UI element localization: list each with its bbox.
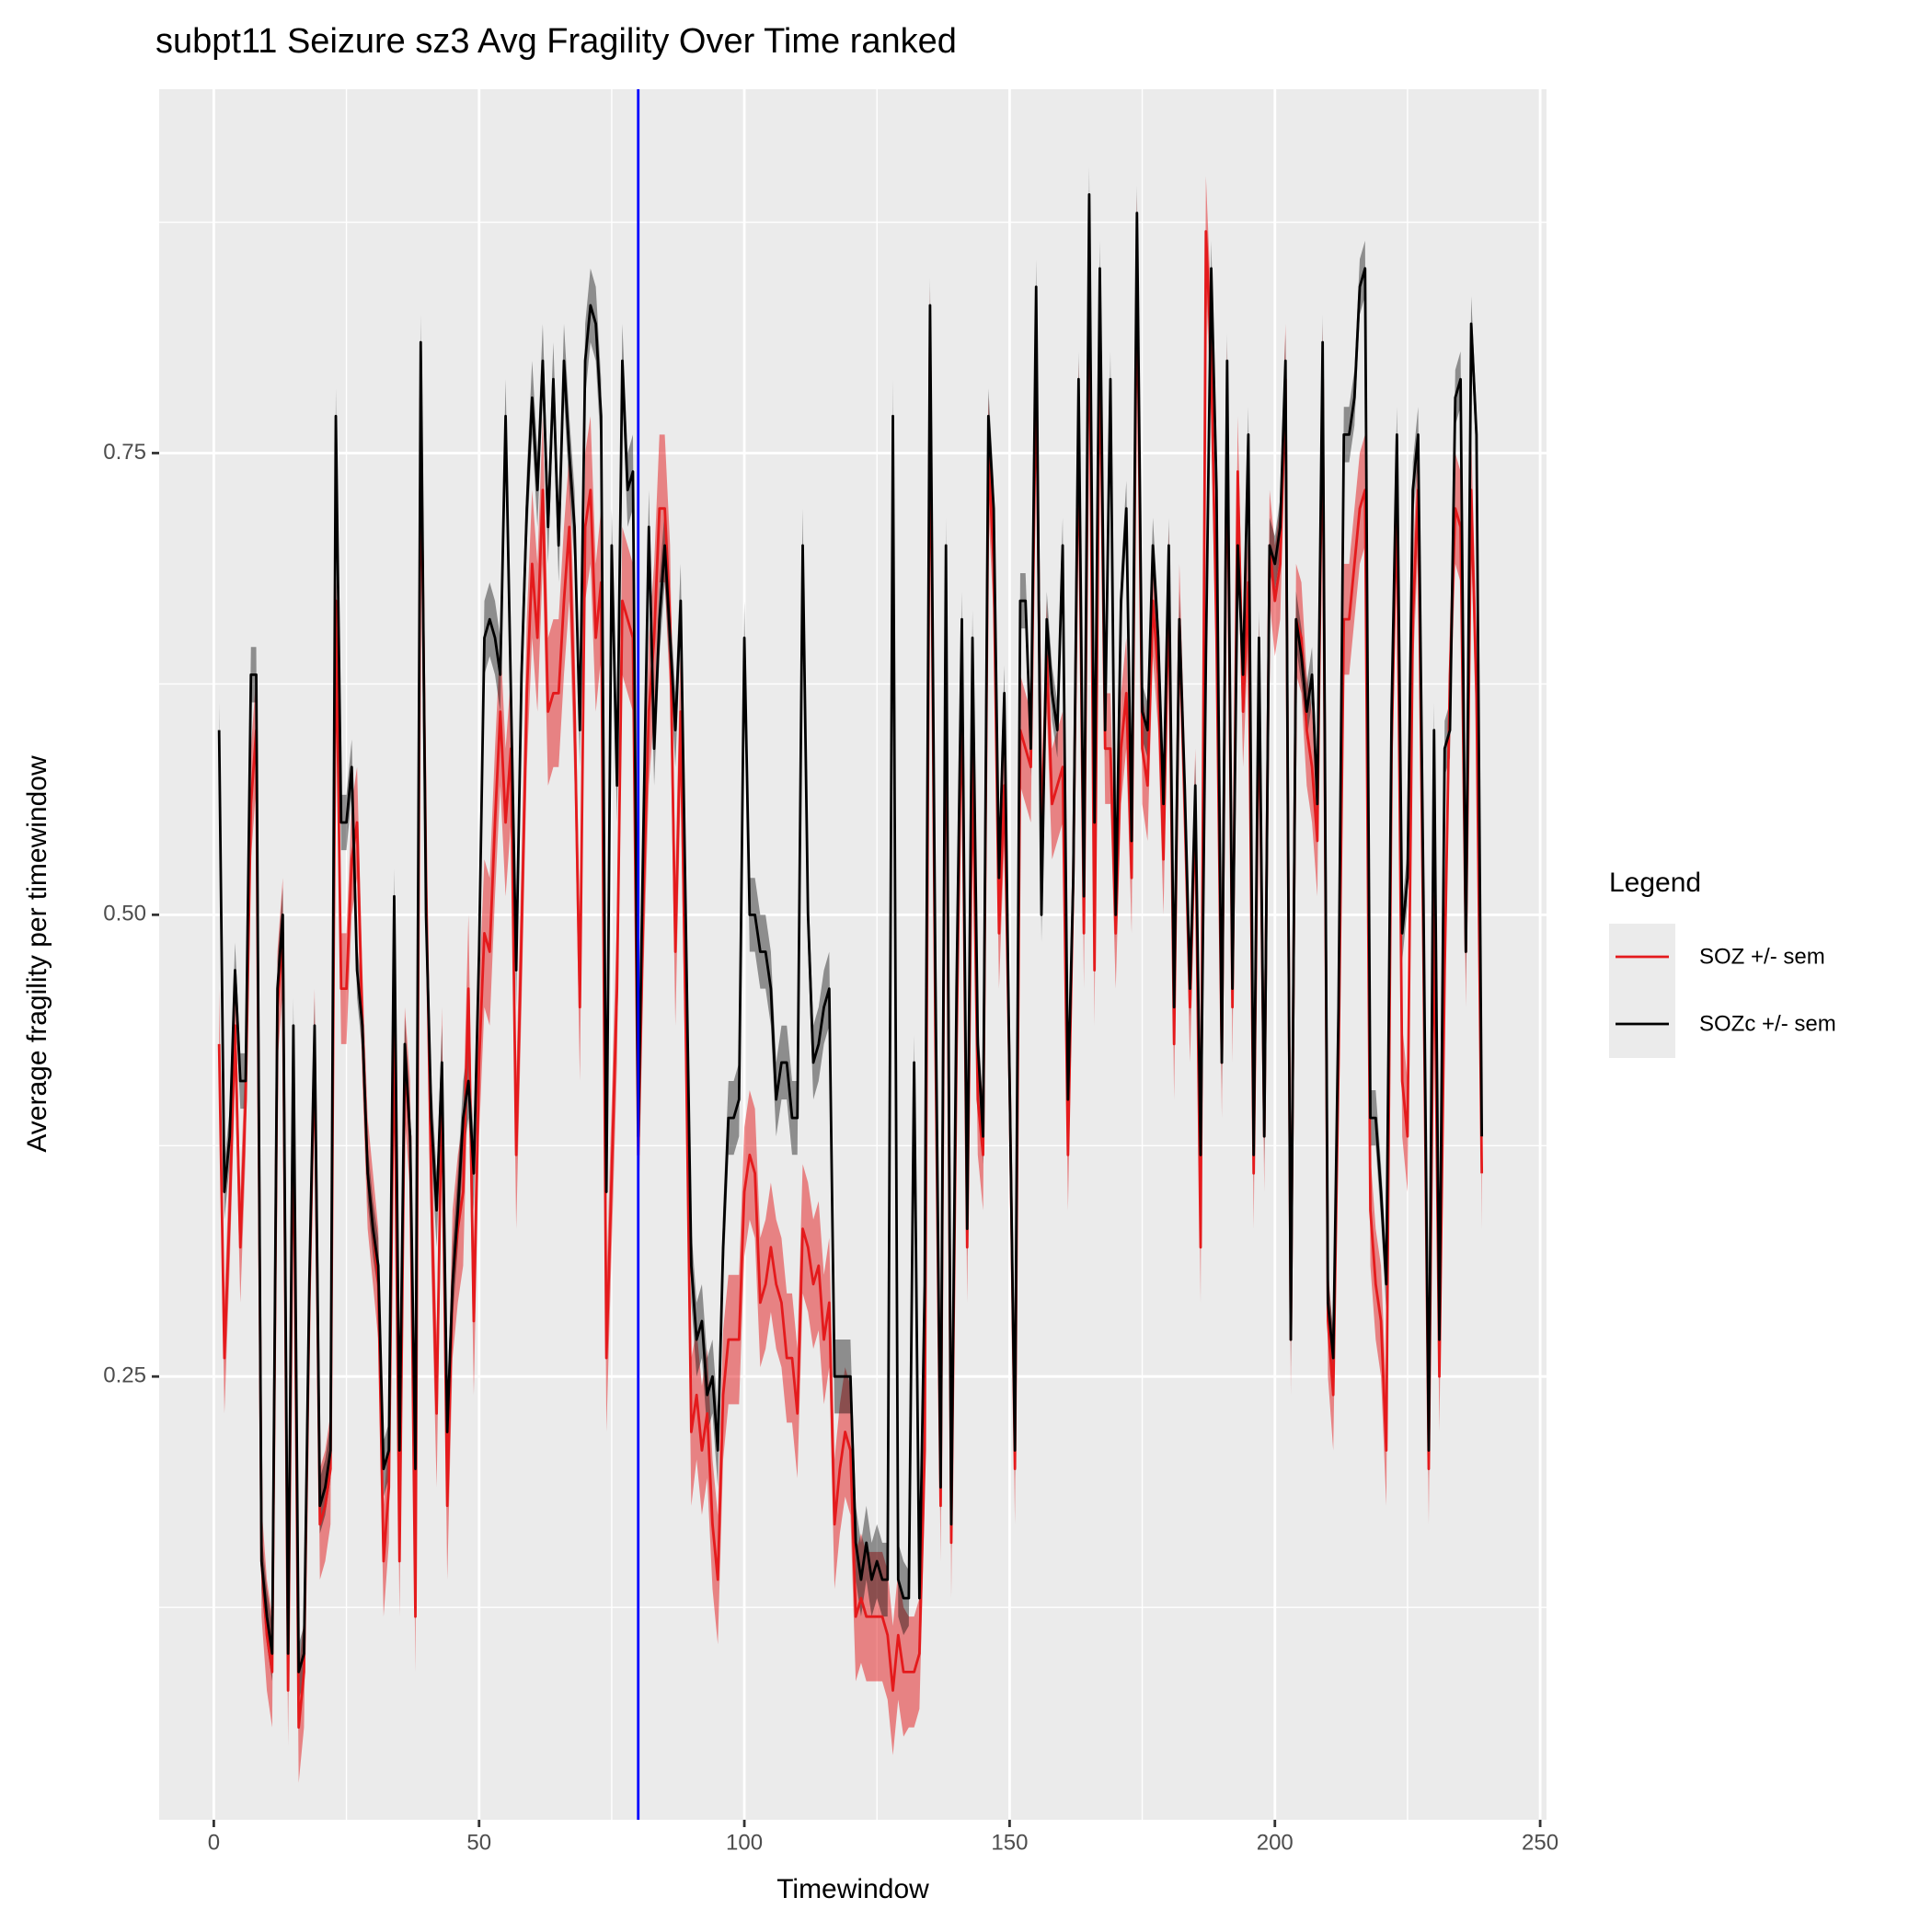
x-tick-label: 250 [1522,1830,1558,1855]
y-tick-label: 0.25 [103,1363,146,1388]
x-tick-label: 0 [208,1830,220,1855]
sem-ribbon [219,176,1482,1783]
x-axis-title: Timewindow [776,1874,929,1904]
y-tick-label: 0.75 [103,440,146,465]
y-tick-label: 0.50 [103,902,146,926]
legend-label: SOZc +/- sem [1699,1011,1836,1036]
y-axis-title: Average fragility per timewindow [22,755,52,1153]
x-tick-label: 100 [726,1830,763,1855]
legend-label: SOZ +/- sem [1699,944,1825,969]
x-tick-label: 150 [991,1830,1028,1855]
legend-title: Legend [1609,868,1701,898]
x-tick-label: 200 [1257,1830,1294,1855]
series-line [217,193,1484,1673]
chart-title: subpt11 Seizure sz3 Avg Fragility Over T… [155,22,957,61]
x-tick-label: 50 [466,1830,491,1855]
